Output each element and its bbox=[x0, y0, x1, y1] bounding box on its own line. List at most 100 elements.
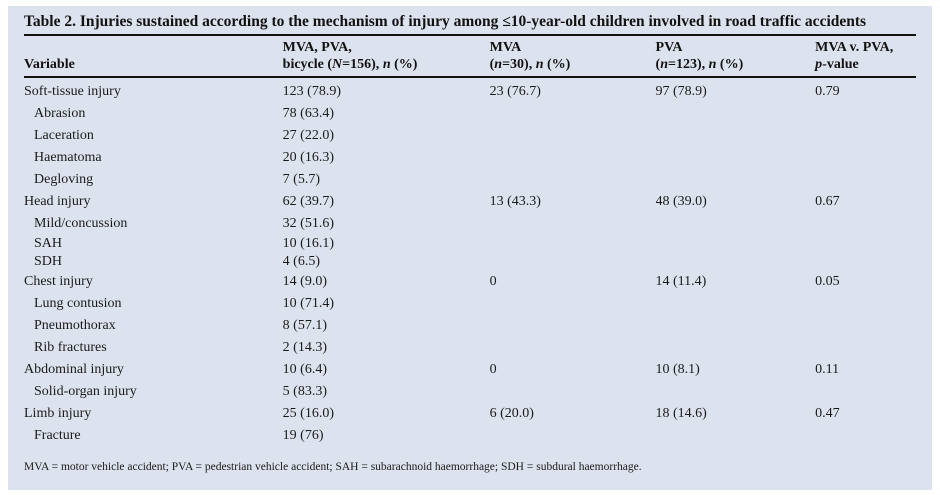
row-value-pva: 10 (8.1) bbox=[655, 362, 700, 377]
row-value-all: 32 (51.6) bbox=[282, 216, 334, 231]
row-value-p bbox=[815, 253, 916, 271]
table-row: SDH 4 (6.5) bbox=[24, 253, 916, 271]
row-label: Pneumothorax bbox=[34, 318, 116, 333]
row-value-all: 4 (6.5) bbox=[282, 254, 320, 269]
table-body: Soft-tissue injury 123 (78.9) 23 (76.7) 97 … bbox=[24, 77, 916, 447]
row-value-all: 5 (83.3) bbox=[282, 384, 327, 399]
row-value-all: 78 (63.4) bbox=[282, 106, 334, 121]
row-label: Rib fractures bbox=[34, 340, 107, 355]
injuries-table: Variable MVA, PVA, bicycle (N=156), n (%… bbox=[24, 36, 916, 447]
row-value-p bbox=[815, 235, 916, 253]
row-value-p bbox=[815, 125, 916, 147]
row-value-pva bbox=[656, 125, 816, 147]
row-value-p bbox=[815, 293, 916, 315]
row-value-pva bbox=[656, 235, 816, 253]
row-label: Chest injury bbox=[24, 274, 93, 289]
table-row: Soft-tissue injury 123 (78.9) 23 (76.7) 97 … bbox=[24, 77, 916, 103]
table-row: Haematoma 20 (16.3) bbox=[24, 147, 916, 169]
row-value-mva: 0 bbox=[489, 274, 497, 289]
row-label: Lung contusion bbox=[34, 296, 122, 311]
row-label: Laceration bbox=[34, 128, 94, 143]
row-value-mva: 23 (76.7) bbox=[489, 84, 541, 99]
table-row: Rib fractures 2 (14.3) bbox=[24, 337, 916, 359]
row-value-mva: 13 (43.3) bbox=[489, 194, 541, 209]
row-value-pva bbox=[656, 253, 816, 271]
row-value-p bbox=[815, 169, 916, 191]
row-value-p bbox=[815, 337, 916, 359]
row-value-p: 0.47 bbox=[815, 406, 840, 421]
row-value-all: 123 (78.9) bbox=[282, 84, 341, 99]
row-value-pva: 18 (14.6) bbox=[655, 406, 707, 421]
row-value-all: 7 (5.7) bbox=[282, 172, 320, 187]
row-value-mva bbox=[490, 213, 656, 235]
row-value-p: 0.79 bbox=[815, 84, 840, 99]
row-value-p: 0.05 bbox=[815, 274, 840, 289]
header-p-value: MVA v. PVA, p-value bbox=[815, 36, 916, 78]
row-label: Solid-organ injury bbox=[34, 384, 137, 399]
row-value-p bbox=[815, 381, 916, 403]
table-title: Table 2. Injuries sustained according to… bbox=[24, 6, 916, 36]
row-value-mva bbox=[490, 169, 656, 191]
row-value-p bbox=[815, 147, 916, 169]
row-value-mva bbox=[490, 103, 656, 125]
row-value-mva bbox=[490, 125, 656, 147]
row-value-pva: 48 (39.0) bbox=[655, 194, 707, 209]
row-label: Abdominal injury bbox=[24, 362, 124, 377]
row-value-p: 0.11 bbox=[815, 362, 840, 377]
row-value-all: 25 (16.0) bbox=[282, 406, 334, 421]
row-value-all: 10 (16.1) bbox=[282, 236, 334, 251]
row-label: Mild/concussion bbox=[34, 216, 128, 231]
row-value-p bbox=[815, 425, 916, 447]
row-value-pva bbox=[656, 213, 816, 235]
table-row: Mild/concussion 32 (51.6) bbox=[24, 213, 916, 235]
row-value-mva bbox=[490, 147, 656, 169]
table-row: SAH 10 (16.1) bbox=[24, 235, 916, 253]
row-value-mva bbox=[490, 253, 656, 271]
row-value-pva bbox=[656, 103, 816, 125]
table-row: Head injury 62 (39.7) 13 (43.3) 48 (39.0) 0.… bbox=[24, 191, 916, 213]
row-value-all: 19 (76) bbox=[282, 428, 324, 443]
header-variable-label: Variable bbox=[24, 56, 75, 72]
row-value-pva bbox=[656, 425, 816, 447]
row-value-mva bbox=[490, 315, 656, 337]
row-value-all: 62 (39.7) bbox=[282, 194, 334, 209]
table-row: Degloving 7 (5.7) bbox=[24, 169, 916, 191]
row-value-pva bbox=[656, 169, 816, 191]
row-value-all: 14 (9.0) bbox=[282, 274, 327, 289]
row-value-all: 27 (22.0) bbox=[282, 128, 334, 143]
header-pva: PVA (n=123), n (%) bbox=[655, 36, 816, 78]
table-header: Variable MVA, PVA, bicycle (N=156), n (%… bbox=[24, 36, 916, 78]
table-row: Laceration 27 (22.0) bbox=[24, 125, 916, 147]
row-value-all: 20 (16.3) bbox=[282, 150, 334, 165]
header-all-mechanisms: MVA, PVA, bicycle (N=156), n (%) bbox=[282, 36, 490, 78]
row-value-p bbox=[815, 213, 916, 235]
row-label: Abrasion bbox=[34, 106, 86, 121]
row-value-p bbox=[815, 103, 916, 125]
row-label: Haematoma bbox=[34, 150, 102, 165]
row-value-pva bbox=[656, 381, 816, 403]
header-mva: MVA (n=30), n (%) bbox=[489, 36, 656, 78]
table-row: Solid-organ injury 5 (83.3) bbox=[24, 381, 916, 403]
table-row: Lung contusion 10 (71.4) bbox=[24, 293, 916, 315]
row-value-mva: 0 bbox=[489, 362, 497, 377]
row-value-mva bbox=[490, 293, 656, 315]
row-value-all: 10 (6.4) bbox=[282, 362, 327, 377]
header-row: Variable MVA, PVA, bicycle (N=156), n (%… bbox=[24, 36, 916, 78]
row-label: SAH bbox=[34, 236, 63, 251]
table-row: Pneumothorax 8 (57.1) bbox=[24, 315, 916, 337]
footnote: MVA = motor vehicle accident; PVA = pede… bbox=[24, 461, 642, 473]
table-row: Limb injury 25 (16.0) 6 (20.0) 18 (14.6) 0.4… bbox=[24, 403, 916, 425]
table-row: Fracture 19 (76) bbox=[24, 425, 916, 447]
row-label: Soft-tissue injury bbox=[24, 84, 121, 99]
row-value-mva bbox=[490, 337, 656, 359]
table-panel: Table 2. Injuries sustained according to… bbox=[8, 6, 932, 490]
row-value-p: 0.67 bbox=[815, 194, 840, 209]
row-value-pva bbox=[656, 337, 816, 359]
row-value-all: 8 (57.1) bbox=[282, 318, 327, 333]
row-value-pva: 14 (11.4) bbox=[655, 274, 707, 289]
row-value-pva bbox=[656, 315, 816, 337]
row-value-all: 2 (14.3) bbox=[282, 340, 327, 355]
row-label: SDH bbox=[34, 254, 63, 269]
row-label: Degloving bbox=[34, 172, 94, 187]
